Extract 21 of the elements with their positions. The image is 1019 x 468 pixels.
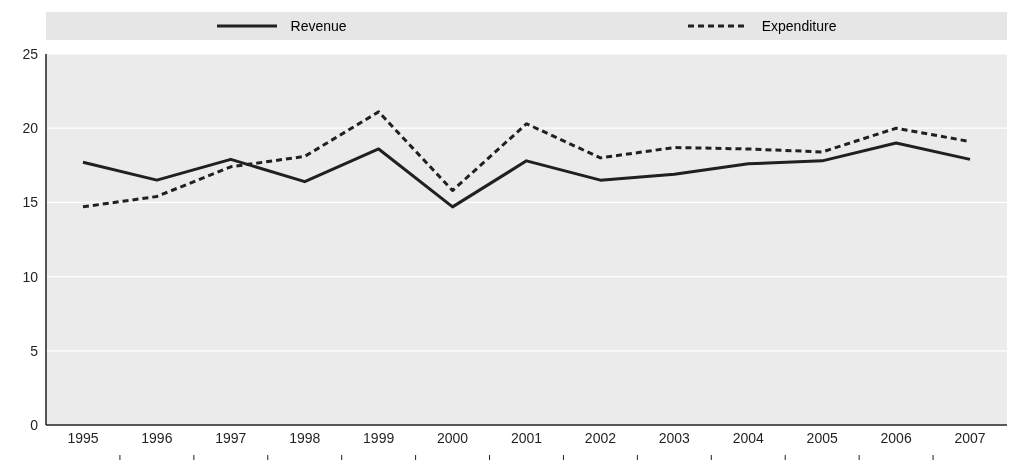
y-tick-label: 10	[22, 268, 39, 285]
y-tick-label: 15	[22, 194, 39, 211]
y-tick-label: 5	[30, 342, 39, 359]
y-tick-label: 25	[22, 45, 39, 62]
legend-label: Expenditure	[761, 18, 837, 34]
x-tick-label: 1998	[289, 429, 321, 446]
x-tick-label: 2002	[584, 429, 617, 446]
x-tick-label: 1999	[363, 429, 395, 446]
x-tick-label: 1995	[67, 429, 99, 446]
x-tick-label: 1997	[215, 429, 247, 446]
x-tick-label: 1996	[141, 429, 173, 446]
y-tick-label: 0	[30, 416, 39, 433]
y-tick-label: 20	[22, 120, 39, 137]
x-tick-label: 2007	[954, 429, 986, 446]
x-tick-label: 2006	[880, 429, 912, 446]
x-tick-label: 2001	[510, 429, 543, 446]
x-tick-label: 2003	[658, 429, 691, 446]
x-tick-label: 2005	[806, 429, 838, 446]
x-tick-label: 2000	[437, 429, 469, 446]
legend-label: Revenue	[290, 18, 347, 34]
x-tick-label: 2004	[732, 429, 765, 446]
